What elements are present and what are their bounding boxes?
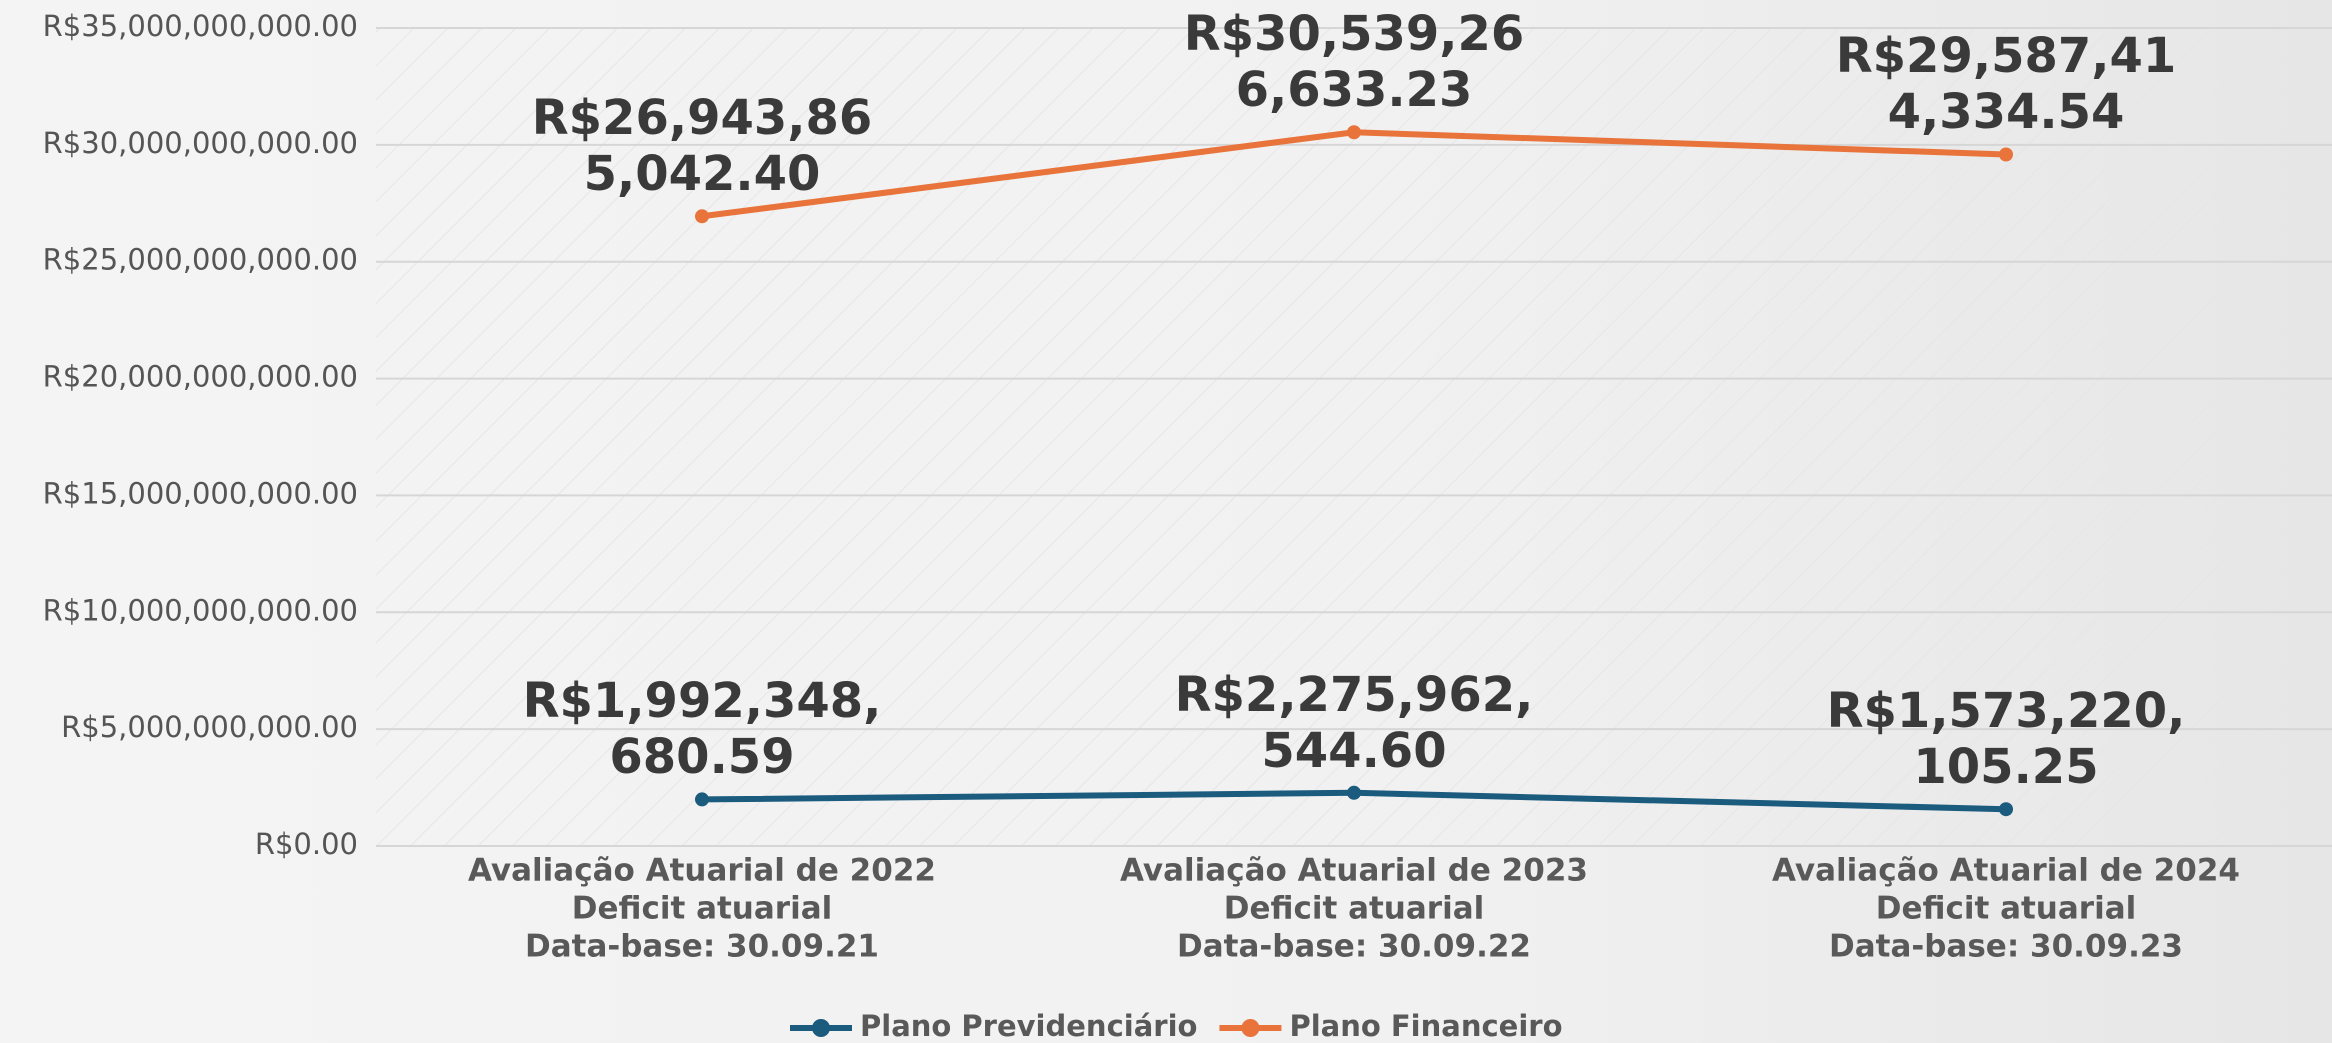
data-label: R$26,943,865,042.40 [531,90,873,203]
data-label: R$2,275,962,544.60 [1174,666,1534,779]
y-tick-label: R$35,000,000,000.00 [43,9,358,43]
y-tick-label: R$25,000,000,000.00 [43,243,358,277]
y-tick-label: R$5,000,000,000.00 [61,710,358,744]
marker [695,209,709,224]
data-label: R$29,587,414,334.54 [1835,28,2177,141]
legend-marker [812,1019,830,1037]
marker [695,792,709,807]
data-label: R$30,539,266,633.23 [1183,6,1525,119]
x-tick-label: Deficit atuarial [572,891,833,927]
marker [1347,785,1361,800]
x-tick-label: Data-base: 30.09.22 [1177,929,1531,965]
y-tick-label: R$15,000,000,000.00 [43,476,358,510]
x-tick-label: Avaliação Atuarial de 2024 [1772,853,2240,889]
legend-marker [1241,1019,1260,1037]
marker [1347,125,1361,140]
x-tick-label: Deficit atuarial [1876,891,2137,927]
y-tick-label: R$0.00 [255,827,358,861]
data-label: R$1,992,348,680.59 [522,673,882,786]
y-tick-label: R$20,000,000,000.00 [43,360,358,394]
data-label: R$1,573,220,105.25 [1826,683,2186,796]
x-tick-label: Avaliação Atuarial de 2023 [1120,853,1588,889]
legend-label: Plano Previdenciário [860,1009,1197,1043]
x-tick-label: Avaliação Atuarial de 2022 [468,853,936,889]
legend-label: Plano Financeiro [1289,1009,1562,1043]
marker [1999,147,2013,162]
x-tick-label: Data-base: 30.09.23 [1829,929,2183,965]
x-tick-label: Deficit atuarial [1224,891,1485,927]
y-tick-label: R$10,000,000,000.00 [43,593,358,627]
plot-area [376,28,2332,846]
y-tick-label: R$30,000,000,000.00 [43,126,358,160]
x-tick-label: Data-base: 30.09.21 [525,929,879,965]
marker [1999,802,2013,817]
